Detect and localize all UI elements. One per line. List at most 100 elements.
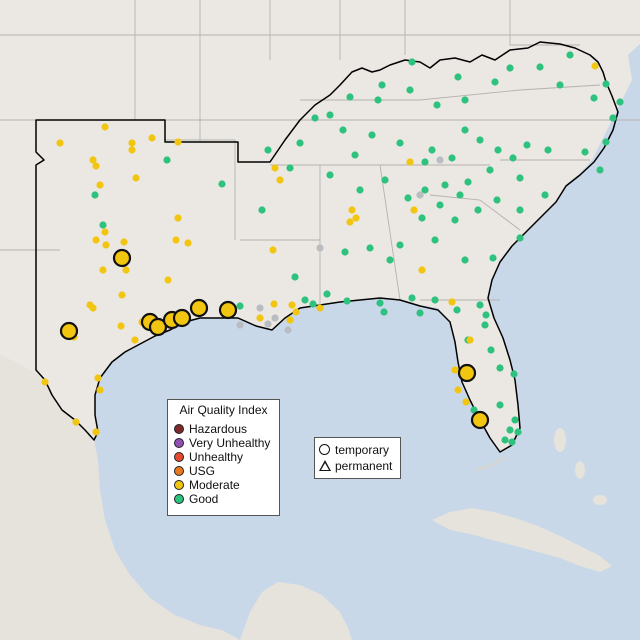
good-monitor bbox=[489, 254, 497, 262]
good-monitor bbox=[496, 364, 504, 372]
good-monitor bbox=[616, 98, 624, 106]
moderate-monitor bbox=[72, 418, 80, 426]
legend-item-permanent: permanent bbox=[319, 458, 392, 473]
legend-item-very-unhealthy: Very Unhealthy bbox=[174, 436, 270, 450]
good-monitor bbox=[590, 94, 598, 102]
temporary-monitor bbox=[148, 317, 168, 337]
legend-label: Good bbox=[189, 492, 219, 506]
good-monitor bbox=[396, 241, 404, 249]
good-monitor bbox=[494, 146, 502, 154]
no-data-monitor bbox=[264, 320, 272, 328]
moderate-monitor bbox=[451, 366, 459, 374]
moderate-monitor bbox=[102, 241, 110, 249]
moderate-monitor bbox=[120, 238, 128, 246]
moderate-monitor bbox=[128, 139, 136, 147]
no-data-monitor bbox=[316, 244, 324, 252]
moderate-monitor bbox=[101, 123, 109, 131]
legend-label: Moderate bbox=[189, 478, 240, 492]
good-monitor bbox=[448, 154, 456, 162]
moderate-monitor bbox=[118, 291, 126, 299]
good-monitor bbox=[501, 436, 509, 444]
legend-item-usg: USG bbox=[174, 464, 215, 478]
good-monitor bbox=[556, 81, 564, 89]
moderate-monitor bbox=[92, 162, 100, 170]
good-monitor bbox=[218, 180, 226, 188]
good-monitor bbox=[351, 151, 359, 159]
temporary-monitor bbox=[470, 410, 490, 430]
good-monitor bbox=[428, 146, 436, 154]
good-monitor bbox=[408, 294, 416, 302]
moderate-monitor bbox=[269, 246, 277, 254]
good-monitor bbox=[516, 234, 524, 242]
temporary-monitor bbox=[218, 300, 238, 320]
moderate-monitor bbox=[270, 300, 278, 308]
good-monitor bbox=[343, 297, 351, 305]
good-monitor bbox=[506, 426, 514, 434]
moderate-monitor bbox=[448, 298, 456, 306]
temporary-monitor bbox=[112, 248, 132, 268]
good-monitor bbox=[456, 191, 464, 199]
good-monitor bbox=[286, 164, 294, 172]
legend-label: Very Unhealthy bbox=[189, 436, 271, 450]
good-monitor bbox=[386, 256, 394, 264]
good-monitor bbox=[461, 126, 469, 134]
very-unhealthy-swatch bbox=[174, 438, 184, 448]
moderate-monitor bbox=[466, 336, 474, 344]
good-monitor bbox=[602, 138, 610, 146]
moderate-swatch bbox=[174, 480, 184, 490]
good-monitor bbox=[451, 216, 459, 224]
legend-item-moderate: Moderate bbox=[174, 478, 240, 492]
moderate-monitor bbox=[41, 378, 49, 386]
good-monitor bbox=[404, 194, 412, 202]
good-monitor bbox=[482, 311, 490, 319]
good-monitor bbox=[514, 428, 522, 436]
good-monitor bbox=[581, 148, 589, 156]
good-monitor bbox=[421, 186, 429, 194]
temporary-monitors bbox=[59, 248, 490, 430]
good-monitor bbox=[476, 301, 484, 309]
good-monitor bbox=[366, 244, 374, 252]
land-bahamas bbox=[554, 428, 607, 505]
good-monitor bbox=[511, 416, 519, 424]
good-monitor bbox=[309, 300, 317, 308]
good-monitor bbox=[326, 171, 334, 179]
good-monitor bbox=[486, 166, 494, 174]
monitor-type-legend: temporary permanent bbox=[314, 437, 401, 479]
good-monitor bbox=[346, 93, 354, 101]
land-cuba bbox=[432, 508, 612, 572]
good-monitor bbox=[461, 96, 469, 104]
good-monitor bbox=[493, 196, 501, 204]
moderate-monitor bbox=[276, 176, 284, 184]
good-monitor bbox=[464, 178, 472, 186]
moderate-monitor bbox=[288, 301, 296, 309]
good-swatch bbox=[174, 494, 184, 504]
moderate-monitor bbox=[184, 239, 192, 247]
good-monitor bbox=[396, 139, 404, 147]
moderate-monitor bbox=[591, 62, 599, 70]
triangle-icon bbox=[319, 460, 331, 471]
moderate-monitor bbox=[174, 214, 182, 222]
good-monitor bbox=[416, 309, 424, 317]
land-keys bbox=[474, 457, 506, 471]
good-monitor bbox=[496, 401, 504, 409]
moderate-monitor bbox=[410, 206, 418, 214]
good-monitor bbox=[376, 299, 384, 307]
moderate-monitor bbox=[148, 134, 156, 142]
good-monitor bbox=[311, 114, 319, 122]
legend-item-hazardous: Hazardous bbox=[174, 422, 247, 436]
good-monitor bbox=[453, 306, 461, 314]
good-monitor bbox=[461, 256, 469, 264]
legend-item-temporary: temporary bbox=[319, 442, 389, 457]
moderate-monitor bbox=[346, 218, 354, 226]
good-monitor bbox=[506, 64, 514, 72]
moderate-monitor bbox=[131, 336, 139, 344]
good-monitor bbox=[474, 206, 482, 214]
moderate-monitor bbox=[117, 322, 125, 330]
good-monitor bbox=[487, 346, 495, 354]
moderate-monitor bbox=[271, 164, 279, 172]
moderate-monitor bbox=[56, 139, 64, 147]
moderate-monitor bbox=[92, 428, 100, 436]
good-monitor bbox=[99, 221, 107, 229]
temporary-monitor bbox=[457, 363, 477, 383]
